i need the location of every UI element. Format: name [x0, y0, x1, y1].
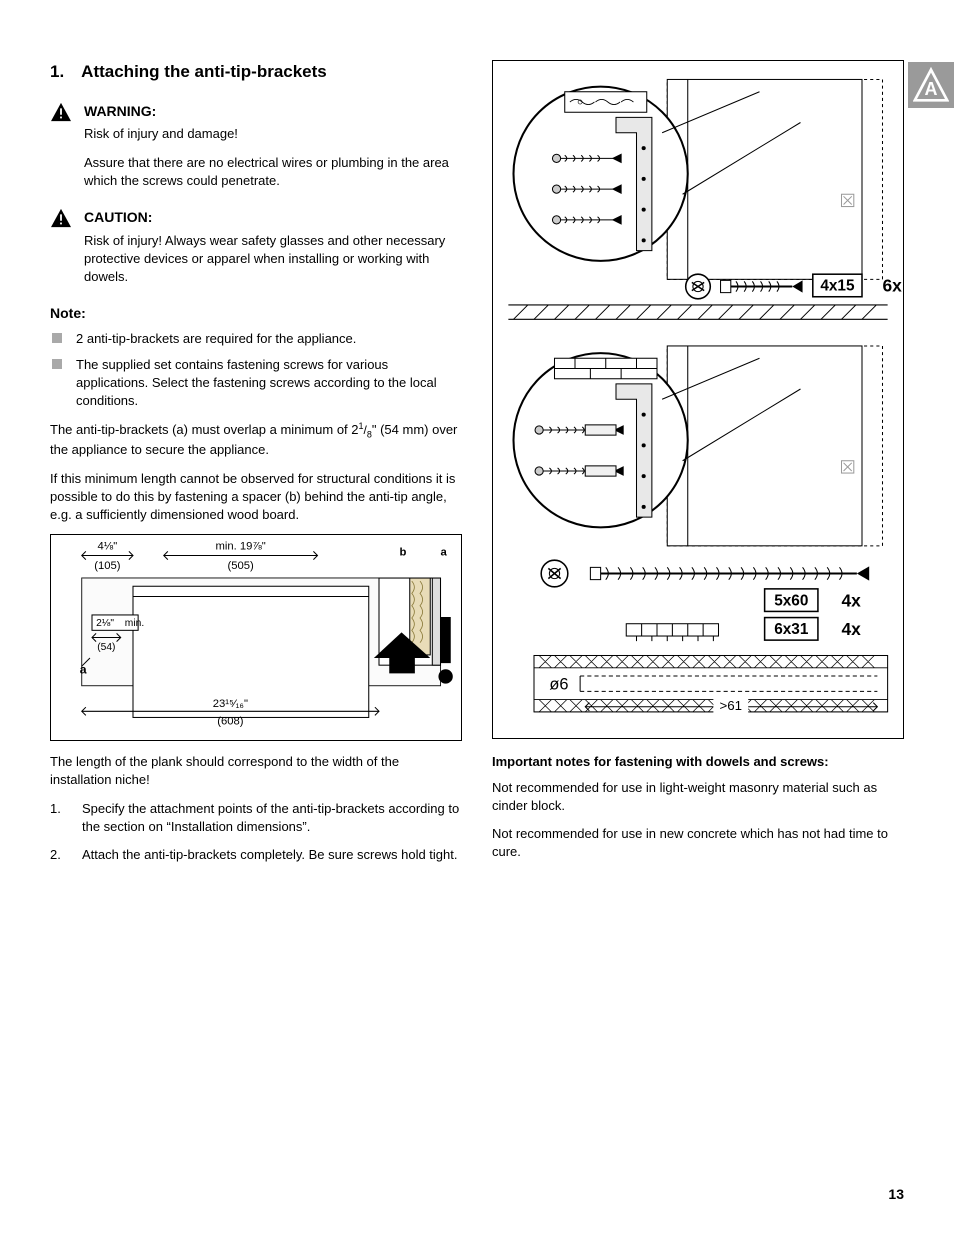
note-item-text: The supplied set contains fastening scre… [76, 356, 462, 411]
list-item: 1. Specify the attachment points of the … [50, 800, 462, 836]
svg-text:6x31: 6x31 [774, 621, 809, 638]
note-item-text: 2 anti-tip-brackets are required for the… [76, 330, 356, 348]
svg-text:ø6: ø6 [549, 675, 568, 693]
svg-text:5x60: 5x60 [774, 592, 808, 609]
note-item: 2 anti-tip-brackets are required for the… [50, 330, 462, 348]
step-list: 1. Specify the attachment points of the … [50, 800, 462, 865]
caution-triangle-icon [50, 208, 72, 228]
dimension-figure: 4⅛" (105) min. 19⅞" (505) b a [50, 534, 462, 741]
structural-paragraph: If this minimum length cannot be observe… [50, 470, 462, 525]
note-item: The supplied set contains fastening scre… [50, 356, 462, 411]
warning-title: WARNING: [84, 102, 462, 122]
svg-text:(105): (105) [94, 560, 121, 572]
tab-letter-icon: A [913, 67, 949, 103]
svg-text:6x: 6x [883, 276, 903, 296]
warning-block: WARNING: Risk of injury and damage! Assu… [50, 102, 462, 200]
svg-text:4⅛": 4⅛" [98, 541, 118, 553]
note-list: 2 anti-tip-brackets are required for the… [50, 330, 462, 411]
overlap-paragraph: The anti-tip-brackets (a) must overlap a… [50, 420, 462, 459]
list-item: 2. Attach the anti-tip-brackets complete… [50, 846, 462, 864]
step-text: Specify the attachment points of the ant… [82, 800, 462, 836]
bullet-square-icon [52, 333, 62, 343]
note-label: Note: [50, 304, 462, 324]
svg-text:2⅛": 2⅛" [96, 618, 114, 629]
svg-text:>61: >61 [720, 698, 743, 713]
svg-text:b: b [400, 547, 407, 559]
hardware-figure: 4x15 6x [492, 60, 904, 739]
bullet-square-icon [52, 359, 62, 369]
left-column: 1. Attaching the anti-tip-brackets WARNI… [50, 60, 462, 874]
svg-text:4x: 4x [842, 590, 862, 610]
caution-text: Risk of injury! Always wear safety glass… [84, 232, 462, 287]
svg-text:(54): (54) [97, 642, 115, 653]
section-tab: A [908, 62, 954, 108]
important-note-1: Not recommended for use in light-weight … [492, 779, 904, 815]
plank-paragraph: The length of the plank should correspon… [50, 753, 462, 789]
important-notes-heading: Important notes for fastening with dowel… [492, 753, 904, 771]
svg-text:4x: 4x [842, 619, 862, 639]
page-number: 13 [888, 1185, 904, 1205]
svg-text:min.: min. [125, 618, 144, 629]
important-note-2: Not recommended for use in new concrete … [492, 825, 904, 861]
svg-text:a: a [441, 547, 448, 559]
svg-text:A: A [925, 79, 938, 99]
right-column: 4x15 6x [492, 60, 904, 874]
step-text: Attach the anti-tip-brackets completely.… [82, 846, 457, 864]
warning-triangle-icon [50, 102, 72, 122]
caution-title: CAUTION: [84, 208, 462, 228]
svg-text:(608): (608) [217, 716, 244, 728]
svg-text:(505): (505) [227, 560, 254, 572]
step-number: 2. [50, 846, 68, 864]
svg-text:min. 19⅞": min. 19⅞" [215, 541, 265, 553]
svg-text:23¹⁵⁄₁₆": 23¹⁵⁄₁₆" [213, 698, 248, 710]
warning-line-1: Risk of injury and damage! [84, 125, 462, 143]
step-number: 1. [50, 800, 68, 836]
svg-text:4x15: 4x15 [820, 278, 855, 295]
warning-line-2: Assure that there are no electrical wire… [84, 154, 462, 190]
page-heading: 1. Attaching the anti-tip-brackets [50, 60, 462, 84]
caution-block: CAUTION: Risk of injury! Always wear saf… [50, 208, 462, 296]
